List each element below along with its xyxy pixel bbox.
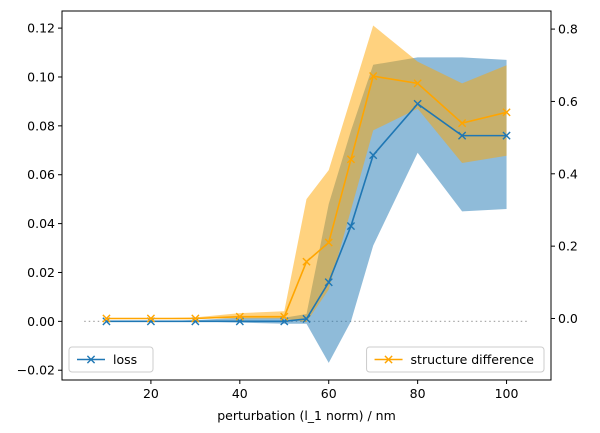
axes: 20 40 60 80 100 −0.02 0.00 0.02 0.04 0.06 0.08 0.10… [17,10,578,423]
left-y-tick-label: 0.12 [27,21,55,36]
marker-stroke [280,312,289,321]
legend-box [68,346,154,373]
right-y-tick-label: 0.6 [558,94,578,109]
marker-stroke [102,314,111,323]
left-y-tick-label: 0.04 [27,216,55,231]
marker-stroke [346,221,356,231]
legend-box [366,346,545,373]
left-y-tick-label: −0.02 [17,363,55,378]
marker-stroke [235,312,244,321]
line-structure-difference [106,75,507,320]
legend-label-structure-difference: structure difference [411,352,535,367]
marker-stroke [457,119,467,128]
marker-loss [302,314,311,324]
marker-stroke [502,108,511,117]
marker-structure-difference [502,108,511,117]
left-y-tick-label: 0.06 [27,167,55,182]
legend-structure-difference: structure difference [366,346,545,373]
marker-stroke [191,314,200,323]
marker-structure-difference [191,314,200,323]
plot-area [84,25,529,363]
marker-loss [502,131,511,140]
x-tick-label: 60 [321,386,337,401]
marker-structure-difference [280,312,289,321]
x-tick-label: 100 [495,386,519,401]
marker-stroke [302,257,311,266]
line-loss [106,102,507,323]
marker-structure-difference [457,119,467,128]
marker-stroke [346,155,356,164]
right-y-tick-label: 0.0 [558,311,578,326]
x-tick-label: 20 [143,386,159,401]
marker-loss [324,278,333,287]
marker-stroke [413,79,422,88]
marker-structure-difference [369,72,378,81]
marker-structure-difference [413,79,422,88]
marker-loss [457,131,467,140]
left-y-tick-label: 0.08 [27,118,55,133]
right-y-tick-label: 0.8 [558,22,578,37]
legend-label-loss: loss [113,352,137,367]
marker-structure-difference [324,238,333,247]
x-axis-title: perturbation (l_1 norm) / nm [217,408,396,423]
x-tick-label: 40 [232,386,248,401]
marker-stroke [324,238,333,247]
marker-loss [346,221,356,231]
x-tick-label: 80 [410,386,426,401]
right-y-tick-label: 0.2 [558,239,578,254]
legend-marker-stroke [86,355,96,364]
marker-stroke [302,314,311,324]
legend-loss: loss [68,346,154,373]
marker-stroke [502,131,511,140]
left-y-tick-label: 0.00 [27,314,55,329]
marker-stroke [324,278,333,287]
marker-stroke [146,314,156,323]
legends: loss structure difference [68,346,545,373]
marker-loss [369,151,378,160]
band-structure-difference [106,25,507,323]
marker-loss [413,99,422,108]
left-y-tick-label: 0.02 [27,265,55,280]
marker-structure-difference [346,155,356,164]
marker-stroke [413,99,422,108]
marker-structure-difference [102,314,111,323]
marker-structure-difference [302,257,311,266]
left-y-tick-label: 0.10 [27,69,55,84]
marker-stroke [457,131,467,140]
marker-structure-difference [235,312,244,321]
right-y-tick-label: 0.4 [558,166,578,181]
marker-structure-difference [146,314,156,323]
band-loss [106,57,507,363]
legend-marker-stroke [384,355,393,364]
plot-frame [61,10,552,381]
marker-stroke [369,72,378,81]
marker-stroke [369,151,378,160]
